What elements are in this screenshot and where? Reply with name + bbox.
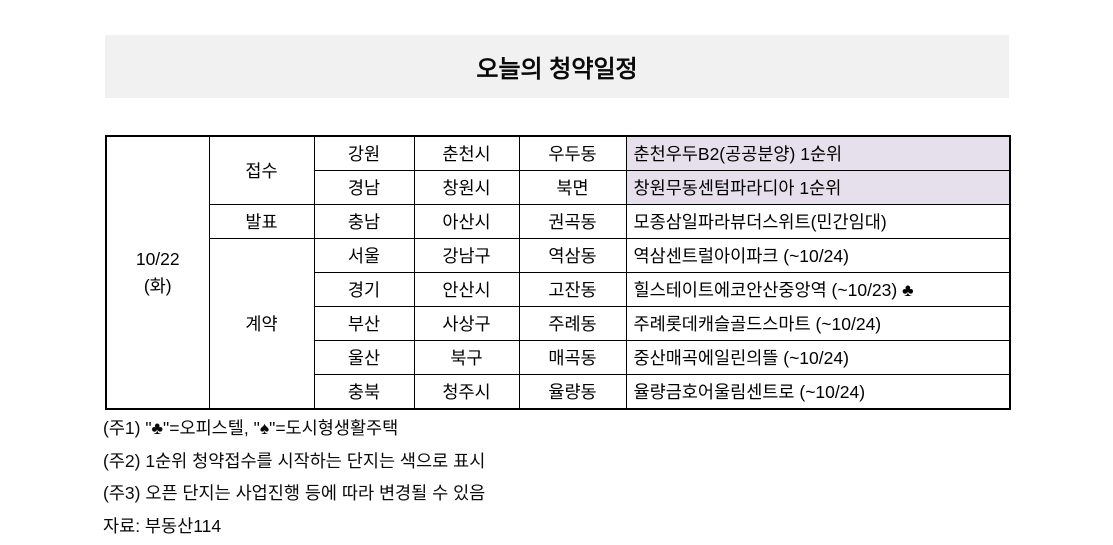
city-cell: 춘천시 xyxy=(413,135,520,171)
region-cell: 서울 xyxy=(313,238,415,273)
city-cell: 청주시 xyxy=(413,374,520,410)
region-cell: 경기 xyxy=(313,272,415,307)
dong-cell: 주례동 xyxy=(518,306,627,341)
date-label: 10/22 xyxy=(135,248,180,269)
footnote-2: (주2) 1순위 청약접수를 시작하는 단지는 색으로 표시 xyxy=(103,450,486,471)
dong-cell: 역삼동 xyxy=(518,238,627,273)
table-row: 계약 서울 강남구 역삼동 역삼센트럴아이파크 (~10/24) xyxy=(106,238,1011,410)
page-title: 오늘의 청약일정 xyxy=(476,56,638,83)
day-label: (화) xyxy=(143,275,172,296)
table-row: 경남 창원시 북면 창원무동센텀파라디아 1순위 xyxy=(106,170,1011,205)
region-cell: 충북 xyxy=(313,374,415,410)
source-line: 자료: 부동산114 xyxy=(103,515,222,536)
region-cell: 부산 xyxy=(313,306,415,341)
subscription-schedule-table: 10/22 (화) 접수 강원 춘천시 우두동 춘천우두B2(공공분양) 1순위… xyxy=(105,135,1011,410)
project-cell: 힐스테이트에코안산중앙역 (~10/23) ♣ xyxy=(625,272,1011,307)
region-cell: 강원 xyxy=(313,135,415,171)
table-row: 부산 사상구 주례동 주례롯데캐슬골드스마트 (~10/24) xyxy=(106,306,1011,341)
table-row: 10/22 (화) 접수 강원 춘천시 우두동 춘천우두B2(공공분양) 1순위 xyxy=(105,135,1011,410)
project-cell: 춘천우두B2(공공분양) 1순위 xyxy=(625,135,1011,171)
dong-cell: 율량동 xyxy=(518,374,627,410)
dong-cell: 매곡동 xyxy=(518,340,627,375)
project-cell: 창원무동센텀파라디아 1순위 xyxy=(625,170,1011,205)
table-row: 울산 북구 매곡동 중산매곡에일린의뜰 (~10/24) xyxy=(106,340,1011,375)
project-cell: 역삼센트럴아이파크 (~10/24) xyxy=(625,238,1011,273)
date-cell: 10/22 (화) xyxy=(105,135,210,410)
table-row: 충북 청주시 율량동 율량금호어울림센트로 (~10/24) xyxy=(106,374,1011,410)
city-cell: 창원시 xyxy=(413,170,520,205)
table-row: 발표 충남 아산시 권곡동 모종삼일파라뷰더스위트(민간임대) xyxy=(106,204,1011,239)
dong-cell: 고잔동 xyxy=(518,272,627,307)
project-cell: 모종삼일파라뷰더스위트(민간임대) xyxy=(625,204,1011,239)
dong-cell: 우두동 xyxy=(518,135,627,171)
title-band: 오늘의 청약일정 xyxy=(105,35,1009,98)
footnote-1: (주1) "♣"=오피스텔, "♠"=도시형생활주택 xyxy=(103,418,399,438)
dong-cell: 북면 xyxy=(518,170,627,205)
type-cell: 계약 xyxy=(208,238,315,410)
region-cell: 경남 xyxy=(313,170,415,205)
city-cell: 강남구 xyxy=(413,238,520,273)
footnotes: (주1) "♣"=오피스텔, "♠"=도시형생활주택 (주2) 1순위 청약접수… xyxy=(103,412,485,542)
project-cell: 율량금호어울림센트로 (~10/24) xyxy=(625,374,1011,410)
table-row: 경기 안산시 고잔동 힐스테이트에코안산중앙역 (~10/23) ♣ xyxy=(106,272,1011,307)
city-cell: 북구 xyxy=(413,340,520,375)
type-cell: 접수 xyxy=(208,135,315,205)
type-cell: 발표 xyxy=(208,204,315,239)
dong-cell: 권곡동 xyxy=(518,204,627,239)
city-cell: 사상구 xyxy=(413,306,520,341)
region-cell: 충남 xyxy=(313,204,415,239)
project-cell: 주례롯데캐슬골드스마트 (~10/24) xyxy=(625,306,1011,341)
footnote-3: (주3) 오픈 단지는 사업진행 등에 따라 변경될 수 있음 xyxy=(103,483,486,503)
city-cell: 아산시 xyxy=(413,204,520,239)
region-cell: 울산 xyxy=(313,340,415,375)
city-cell: 안산시 xyxy=(413,272,520,307)
project-cell: 중산매곡에일린의뜰 (~10/24) xyxy=(625,340,1011,375)
